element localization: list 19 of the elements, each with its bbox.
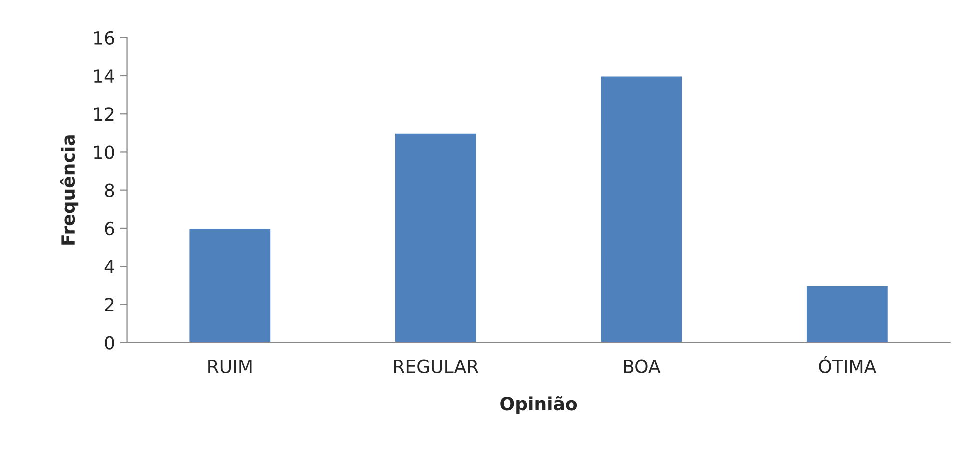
bar (600, 75, 684, 343)
y-tick-label: 2 (105, 298, 114, 312)
x-axis-title: Opinião (500, 396, 578, 414)
bar (806, 284, 890, 343)
x-tick-label: BOA (624, 360, 661, 374)
y-tick-label: 16 (94, 31, 114, 45)
x-tick-label: RUIM (208, 360, 252, 374)
x-tick-label: REGULAR (394, 360, 479, 374)
x-tick-label: ÓTIMA (819, 356, 877, 374)
y-tick-label: 0 (105, 336, 114, 350)
y-tick-label: 6 (105, 222, 114, 236)
y-tick-label: 12 (94, 108, 114, 121)
bar (394, 132, 478, 343)
y-axis-title: Frequência (60, 136, 79, 245)
y-tick-label: 4 (104, 260, 114, 274)
y-tick-label: 14 (94, 70, 114, 83)
y-tick-label: 10 (94, 146, 114, 160)
y-tick-label: 8 (105, 184, 114, 198)
bar (188, 228, 272, 343)
